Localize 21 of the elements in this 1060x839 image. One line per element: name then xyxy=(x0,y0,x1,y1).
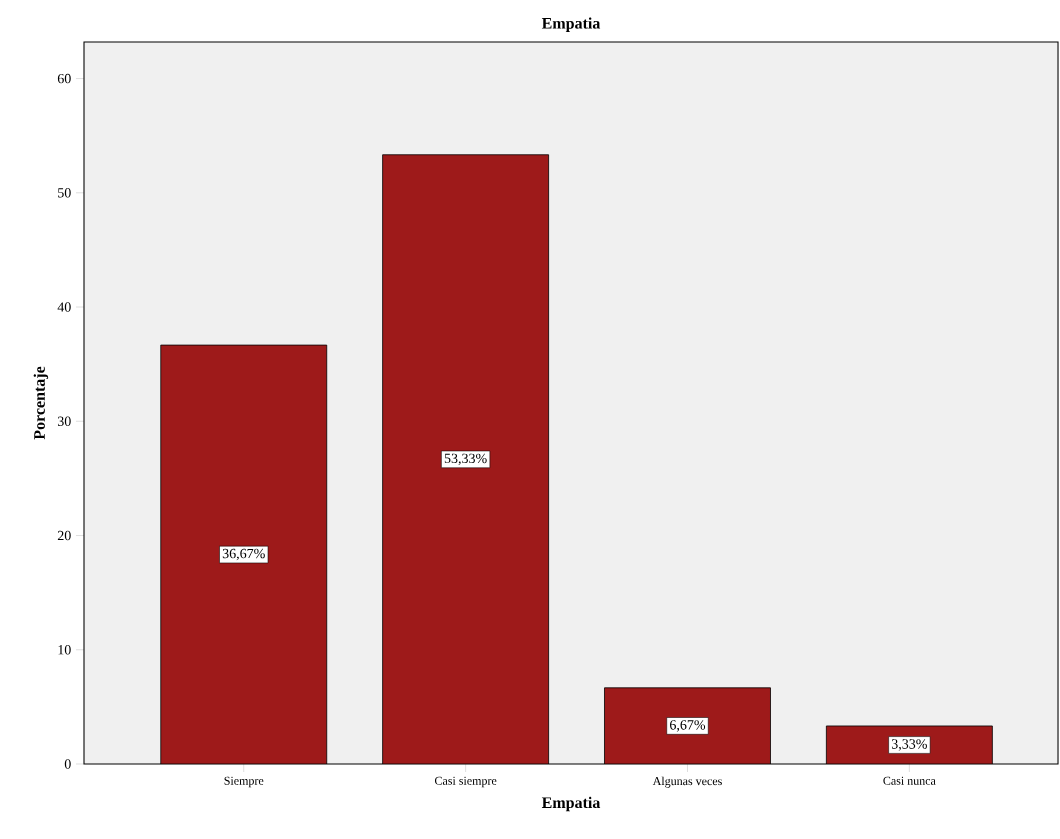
y-axis-title: Porcentaje xyxy=(33,366,49,440)
y-tick-label: 50 xyxy=(58,188,71,198)
bar xyxy=(382,154,550,764)
data-label: 3,33% xyxy=(891,739,927,751)
x-tick-label: Casi nunca xyxy=(883,776,936,785)
y-tick-label: 20 xyxy=(57,530,71,541)
y-tick-label: 30 xyxy=(57,416,71,427)
bar xyxy=(604,687,771,764)
y-tick-label: 10 xyxy=(58,645,71,655)
chart-title: Empatia xyxy=(541,17,601,32)
x-tick-label: Casi siempre xyxy=(434,776,497,788)
x-tick-label: Siempre xyxy=(224,776,264,788)
y-tick-label: 0 xyxy=(64,759,71,769)
x-axis-title: Empatia xyxy=(541,796,601,812)
data-label: 53,33% xyxy=(444,453,487,466)
x-tick-label: Algunas veces xyxy=(652,776,722,788)
y-tick-label: 60 xyxy=(57,73,71,84)
bar xyxy=(160,345,327,764)
data-label: 36,67% xyxy=(222,548,265,561)
y-tick-label: 40 xyxy=(57,302,71,312)
data-label: 6,67% xyxy=(670,720,706,732)
